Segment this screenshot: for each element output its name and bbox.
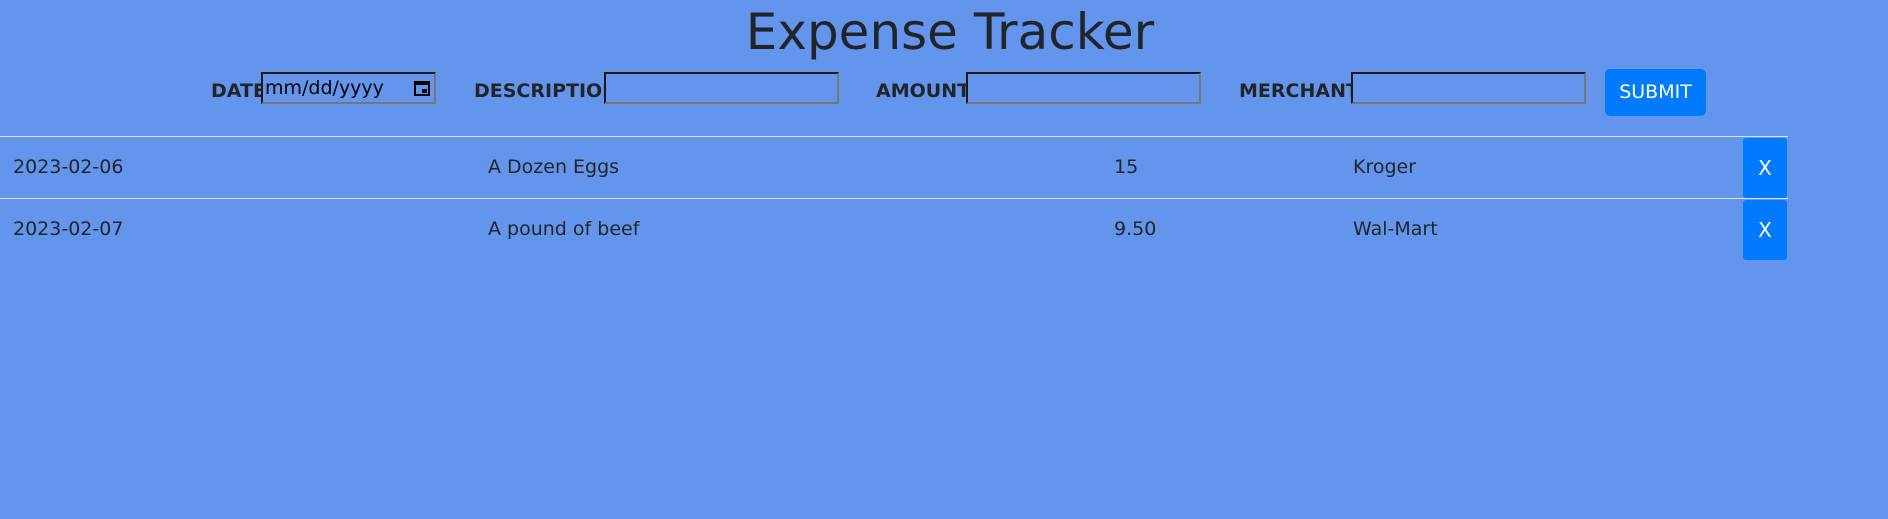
expense-table: 2023-02-06 A Dozen Eggs 15 Kroger X 2023… (0, 136, 1788, 260)
amount-label: AMOUNT (876, 80, 971, 102)
expense-amount: 15 (1114, 156, 1139, 178)
expense-date: 2023-02-06 (13, 156, 124, 178)
table-row: 2023-02-07 A pound of beef 9.50 Wal-Mart… (0, 198, 1788, 260)
expense-description: A pound of beef (488, 218, 640, 240)
merchant-input[interactable] (1351, 72, 1586, 104)
expense-date: 2023-02-07 (13, 218, 124, 240)
description-label: DESCRIPTION (474, 80, 619, 102)
page-title: Expense Tracker (745, 3, 1155, 61)
delete-expense-button[interactable]: X (1743, 200, 1787, 260)
submit-button[interactable]: SUBMIT (1605, 69, 1706, 116)
amount-input[interactable] (966, 72, 1201, 104)
date-input[interactable]: mm/dd/yyyy (261, 72, 436, 104)
expense-form: DATE mm/dd/yyyy DESCRIPTION AMOUNT MERCH… (0, 68, 1888, 118)
expense-merchant: Kroger (1353, 156, 1417, 178)
calendar-icon[interactable] (414, 80, 430, 96)
date-label: DATE (211, 80, 266, 102)
expense-description: A Dozen Eggs (488, 156, 620, 178)
expense-amount: 9.50 (1114, 218, 1157, 240)
date-placeholder: mm/dd/yyyy (265, 77, 384, 99)
description-input[interactable] (604, 72, 839, 104)
merchant-label: MERCHANT (1239, 80, 1359, 102)
table-row: 2023-02-06 A Dozen Eggs 15 Kroger X (0, 136, 1788, 198)
delete-expense-button[interactable]: X (1743, 138, 1787, 198)
expense-merchant: Wal-Mart (1353, 218, 1438, 240)
